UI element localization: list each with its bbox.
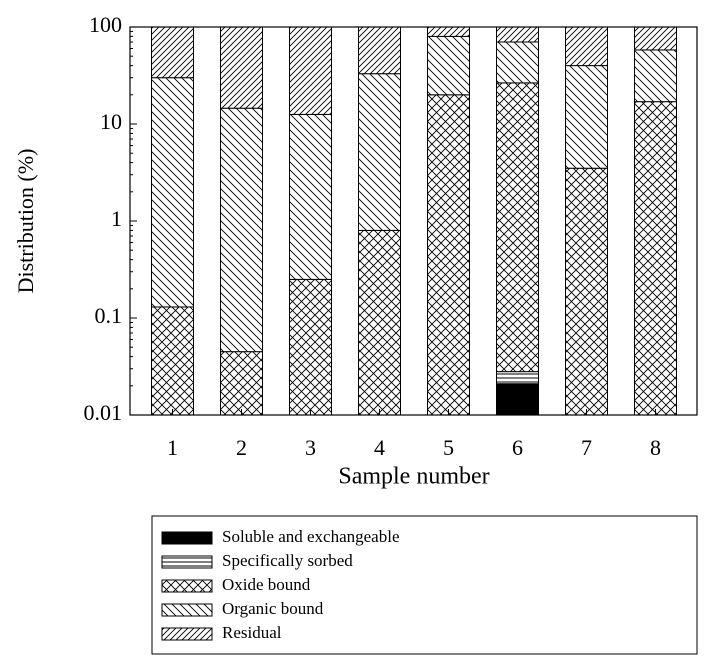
x-tick-label: 7 xyxy=(581,435,592,460)
bar-segment xyxy=(289,113,332,280)
bar-segment xyxy=(565,167,608,416)
bar-segment xyxy=(427,94,470,416)
legend-label: Soluble and exchangeable xyxy=(222,527,400,546)
y-tick-label: 10 xyxy=(100,109,122,134)
x-tick-label: 4 xyxy=(374,435,385,460)
bar-segment xyxy=(151,77,194,308)
legend-swatch xyxy=(161,579,213,593)
bar-segment xyxy=(358,26,401,75)
y-tick-label: 100 xyxy=(89,12,122,37)
x-tick-label: 3 xyxy=(305,435,316,460)
bar-segment xyxy=(358,73,401,231)
plot-frame xyxy=(129,26,698,416)
y-tick-label: 0.01 xyxy=(84,400,123,425)
legend-swatch xyxy=(161,627,213,641)
x-tick-label: 6 xyxy=(512,435,523,460)
y-tick-label: 1 xyxy=(111,206,122,231)
x-tick-label: 8 xyxy=(650,435,661,460)
legend-swatch xyxy=(161,555,213,569)
legend-label: Specifically sorbed xyxy=(222,551,353,570)
bar-segment xyxy=(358,229,401,416)
bar-segment xyxy=(565,65,608,169)
bar-segment xyxy=(634,26,677,51)
y-tick-label: 0.1 xyxy=(95,303,123,328)
legend-label: Organic bound xyxy=(222,599,324,618)
bar-segment xyxy=(289,278,332,416)
x-axis-label: Sample number xyxy=(338,464,489,490)
bar-segment xyxy=(496,82,539,373)
y-axis-label: Distribution (%) xyxy=(13,149,38,294)
x-tick-label: 1 xyxy=(167,435,178,460)
legend-swatch xyxy=(161,531,213,545)
bar-segment xyxy=(220,351,263,416)
bar-segment xyxy=(220,107,263,353)
x-tick-label: 2 xyxy=(236,435,247,460)
bar-segment xyxy=(496,26,539,43)
bar-segment xyxy=(220,26,263,109)
bar-segment xyxy=(496,371,539,385)
legend-swatch xyxy=(161,603,213,617)
legend-label: Residual xyxy=(222,623,282,642)
bar-segment xyxy=(151,26,194,79)
bar-segment xyxy=(427,26,470,37)
legend-box xyxy=(151,515,698,655)
bar-segment xyxy=(634,101,677,416)
bar-segment xyxy=(151,306,194,416)
bar-segment xyxy=(565,26,608,67)
bar-segment xyxy=(289,26,332,115)
x-tick-label: 5 xyxy=(443,435,454,460)
bar-segment xyxy=(427,35,470,96)
bar-segment xyxy=(496,41,539,84)
legend-label: Oxide bound xyxy=(222,575,311,594)
bar-segment xyxy=(634,49,677,103)
